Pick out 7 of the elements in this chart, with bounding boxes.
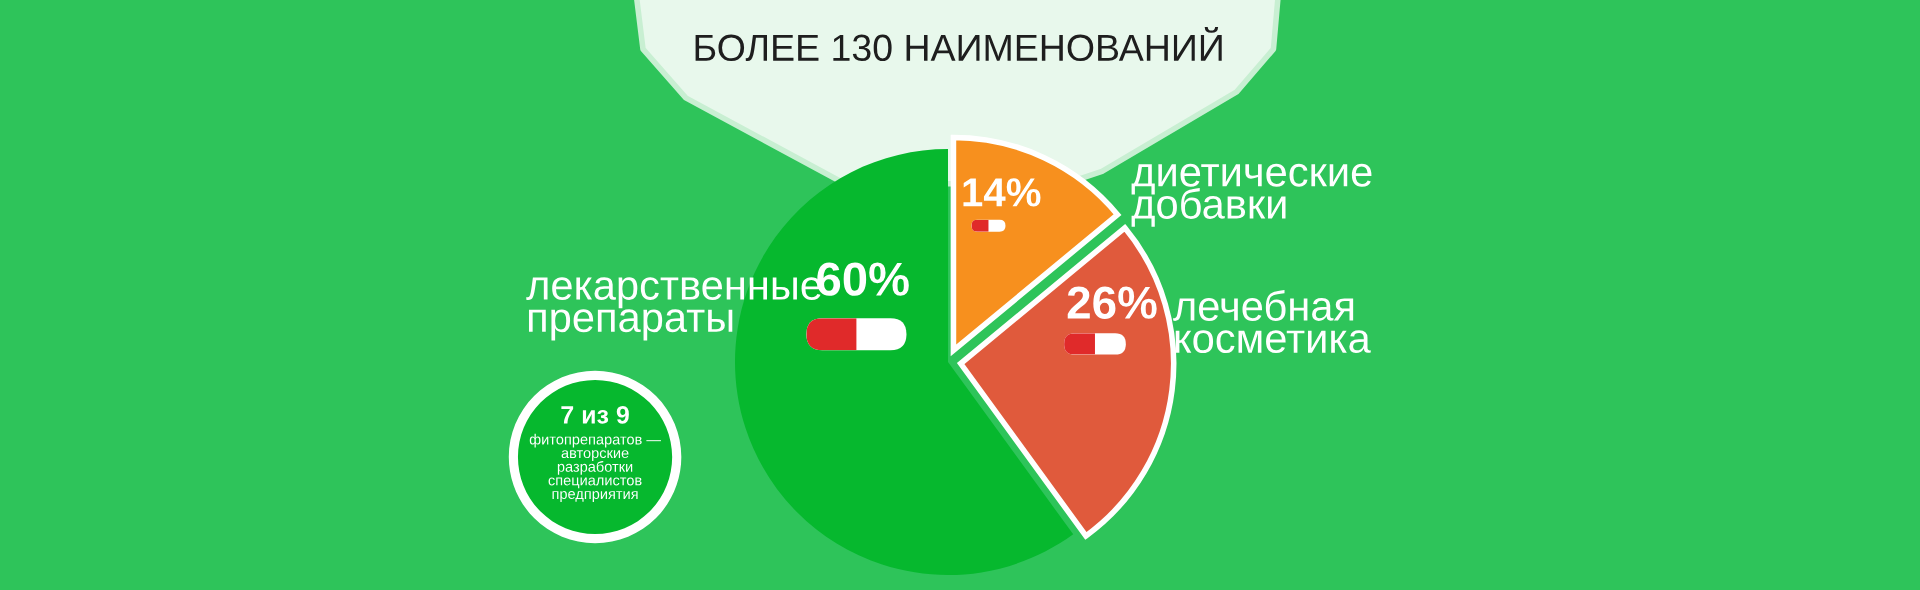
chart-title: БОЛЕЕ 130 НАИМЕНОВАНИЙ (695, 26, 1222, 62)
data-label: 26% (1067, 286, 1157, 319)
text: 7 из 9 (561, 405, 629, 424)
data-label: 14% (963, 178, 1041, 207)
text: фитопрепаратов — авторские разработки специалистов предприятия (529, 433, 661, 502)
slice-label: лечебная косметика (1173, 289, 1371, 354)
slice-label: диетические добавки (1131, 163, 1372, 227)
